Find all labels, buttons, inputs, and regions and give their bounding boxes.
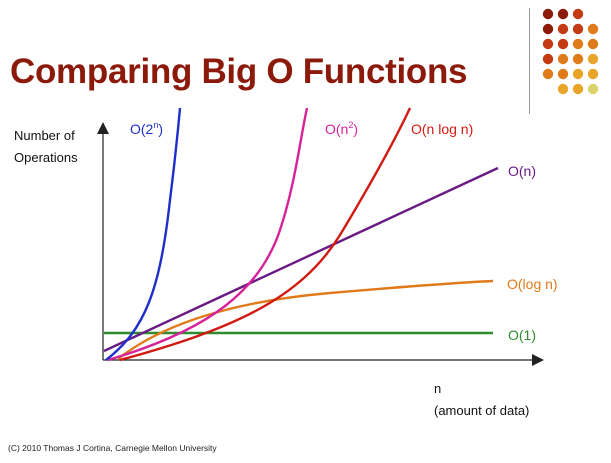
decor-dot bbox=[542, 53, 554, 65]
decor-dot bbox=[557, 53, 569, 65]
decorative-dot-grid bbox=[542, 8, 599, 95]
decor-dot bbox=[557, 23, 569, 35]
decor-dot bbox=[572, 83, 584, 95]
curve-o-2-n bbox=[105, 107, 182, 361]
y-axis-label-line2: Operations bbox=[14, 150, 78, 165]
decor-dot bbox=[557, 38, 569, 50]
curve-o-n-squared bbox=[107, 107, 309, 362]
decor-dot bbox=[587, 38, 599, 50]
x-axis-label-line2: (amount of data) bbox=[434, 403, 529, 418]
x-axis-label-line1: n bbox=[434, 381, 441, 396]
corner-divider bbox=[529, 8, 530, 114]
decor-dot bbox=[572, 8, 584, 20]
label-o-2-n: O(2n) bbox=[130, 120, 163, 137]
label-o-1: O(1) bbox=[508, 327, 536, 343]
decor-dot bbox=[542, 38, 554, 50]
decor-dot bbox=[572, 68, 584, 80]
label-o-log-n: O(log n) bbox=[507, 276, 558, 292]
decor-dot bbox=[542, 68, 554, 80]
decor-dot bbox=[542, 23, 554, 35]
label-o-n-log-n: O(n log n) bbox=[411, 121, 473, 137]
decor-dot bbox=[572, 23, 584, 35]
curve-o-n-log-n bbox=[119, 107, 412, 362]
slide-title: Comparing Big O Functions bbox=[10, 52, 468, 91]
decor-dot bbox=[557, 8, 569, 20]
label-o-n-squared: O(n2) bbox=[325, 120, 358, 137]
decor-dot bbox=[557, 83, 569, 95]
y-axis-label-line1: Number of bbox=[14, 128, 75, 143]
decor-dot bbox=[587, 23, 599, 35]
decor-dot bbox=[557, 68, 569, 80]
decor-dot bbox=[542, 8, 554, 20]
decor-dot bbox=[587, 68, 599, 80]
label-o-n: O(n) bbox=[508, 163, 536, 179]
decor-dot bbox=[587, 83, 599, 95]
decor-dot bbox=[572, 38, 584, 50]
decor-dot bbox=[587, 53, 599, 65]
copyright-footer: (C) 2010 Thomas J Cortina, Carnegie Mell… bbox=[8, 443, 217, 453]
decor-dot bbox=[572, 53, 584, 65]
curve-o-n bbox=[103, 166, 499, 353]
curve-o-log-n bbox=[117, 279, 494, 360]
